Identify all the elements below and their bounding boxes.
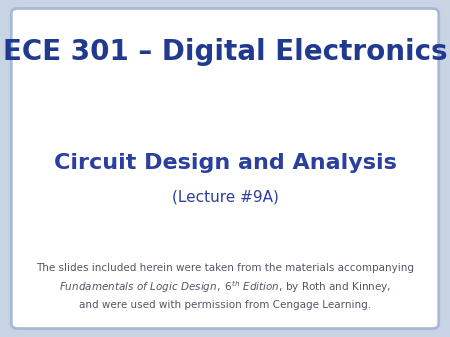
Text: (Lecture #9A): (Lecture #9A)	[171, 190, 279, 205]
Text: ECE 301 – Digital Electronics: ECE 301 – Digital Electronics	[3, 38, 447, 66]
Text: and were used with permission from Cengage Learning.: and were used with permission from Cenga…	[79, 300, 371, 310]
Text: Circuit Design and Analysis: Circuit Design and Analysis	[54, 153, 396, 174]
Text: $\it{Fundamentals\ of\ Logic\ Design,\ 6^{th}\ Edition}$, by Roth and Kinney,: $\it{Fundamentals\ of\ Logic\ Design,\ 6…	[59, 279, 391, 295]
Text: The slides included herein were taken from the materials accompanying: The slides included herein were taken fr…	[36, 263, 414, 273]
